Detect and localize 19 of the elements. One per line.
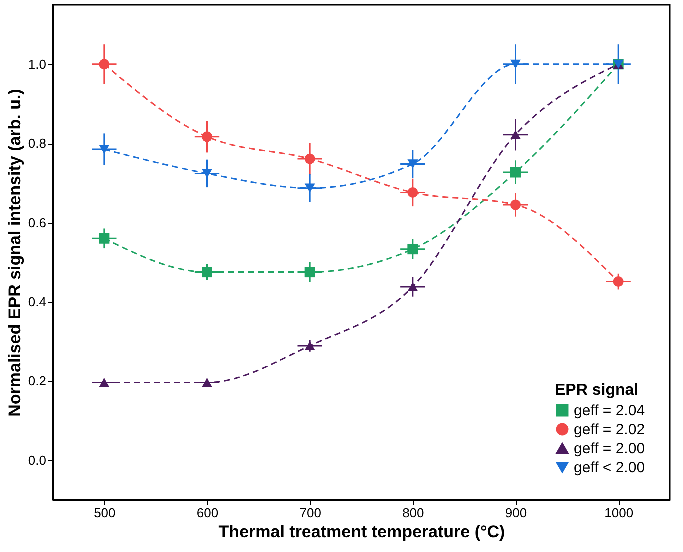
legend-label: geff = 2.04 — [574, 402, 646, 420]
legend-label: geff = 2.00 — [574, 440, 646, 458]
y-tick-label: 0.2 — [28, 374, 46, 389]
y-tick-label: 0.6 — [28, 215, 46, 230]
x-axis-title: Thermal treatment temperature (°C) — [218, 522, 506, 542]
x-tick-label: 600 — [196, 506, 219, 520]
y-tick-label: 0.0 — [28, 452, 46, 468]
x-tick-label: 800 — [402, 506, 424, 520]
y-axis-title: Normalised EPR signal intensity (arb. u.) — [5, 89, 24, 417]
y-tick-label: 0.8 — [28, 136, 46, 152]
y-tick-label: 1.0 — [28, 56, 46, 72]
legend-label: geff = 2.02 — [574, 422, 646, 438]
x-tick-label: 900 — [505, 506, 528, 520]
y-tick-label: 0.4 — [28, 294, 46, 310]
x-tick-label: 500 — [94, 506, 116, 520]
legend-title: EPR signal — [555, 382, 639, 399]
x-tick-label: 700 — [300, 506, 322, 520]
legend-label: geff < 2.00 — [574, 460, 646, 476]
x-tick-label: 1000 — [604, 506, 634, 520]
